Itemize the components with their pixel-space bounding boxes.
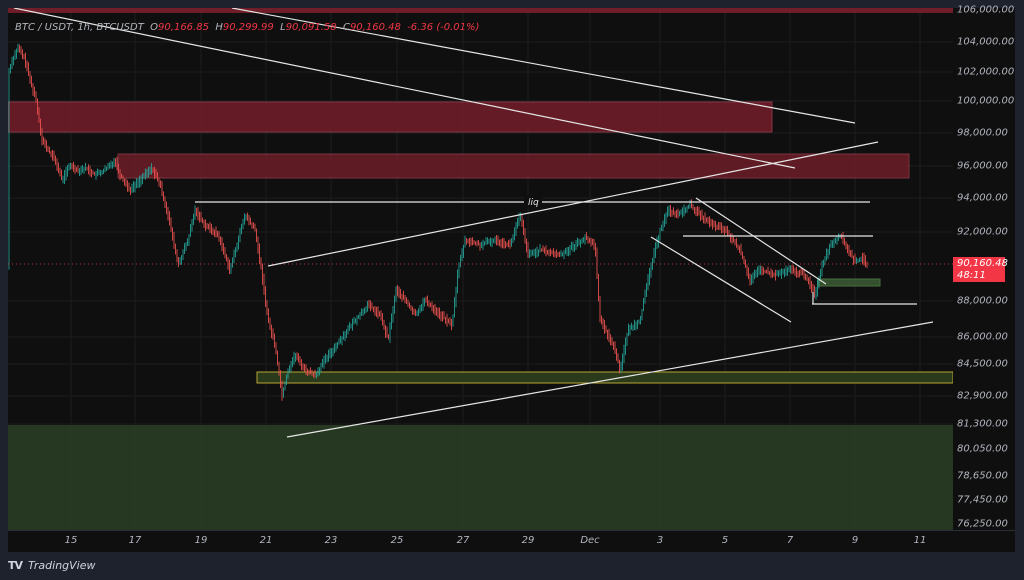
supply-zone <box>117 153 910 179</box>
price-tick: 77,450.00 <box>957 494 1008 506</box>
trend-line <box>650 236 792 323</box>
trend-line <box>695 197 827 285</box>
support-zone <box>256 371 953 384</box>
price-tick: 104,000.00 <box>957 36 1015 48</box>
price-tick: 106,000.00 <box>957 4 1015 16</box>
brand-name: TradingView <box>28 559 96 572</box>
trend-line <box>286 321 934 438</box>
liq-label-bg <box>524 195 542 207</box>
time-tick: 21 <box>259 535 273 546</box>
time-tick: 7 <box>786 535 794 546</box>
price-tick: 92,000.00 <box>957 226 1008 238</box>
chart-panel: liq BTC / USDT, 1h, BTCUSDT O90,166.85 H… <box>8 4 1015 552</box>
symbol-name[interactable]: BTC / USDT, 1h, BTCUSDT <box>15 22 144 33</box>
price-tick: 80,050.00 <box>957 443 1008 455</box>
time-tick: 23 <box>324 535 338 546</box>
price-tick: 100,000.00 <box>957 95 1015 107</box>
close-value: 90,160.48 <box>349 22 401 33</box>
price-tick: 102,000.00 <box>957 66 1015 78</box>
price-tick: 98,000.00 <box>957 127 1008 139</box>
symbol-legend: BTC / USDT, 1h, BTCUSDT O90,166.85 H90,2… <box>15 22 480 33</box>
time-axis[interactable]: 15 17 19 21 23 25 27 29 Dec 3 5 7 9 11 <box>8 530 1015 552</box>
high-value: 90,299.99 <box>222 22 274 33</box>
time-tick: 5 <box>721 535 729 546</box>
time-tick: 17 <box>128 535 142 546</box>
price-tick: 96,000.00 <box>957 160 1008 172</box>
change-value: -6.36 (-0.01%) <box>407 22 480 33</box>
time-tick: 3 <box>656 535 664 546</box>
demand-zone-small <box>817 278 881 287</box>
time-tick: 15 <box>64 535 78 546</box>
last-price-value: 90,160.48 <box>957 258 1008 269</box>
price-tick: 81,300.00 <box>957 418 1008 430</box>
tradingview-logo-icon: TV <box>8 559 23 572</box>
top-supply-zone <box>8 8 953 13</box>
tradingview-brand[interactable]: TV TradingView <box>8 559 96 572</box>
trend-line <box>231 8 856 124</box>
price-tick: 84,500.00 <box>957 358 1008 370</box>
candlestick-chart[interactable]: liq <box>8 8 953 530</box>
price-tick: 78,650.00 <box>957 470 1008 482</box>
time-tick: 11 <box>913 535 927 546</box>
time-tick: 25 <box>390 535 404 546</box>
supply-zone <box>8 101 773 133</box>
time-tick: 19 <box>194 535 208 546</box>
time-tick: 27 <box>456 535 470 546</box>
time-tick: Dec <box>580 535 600 546</box>
trend-line <box>267 141 879 267</box>
liq-label: liq <box>528 198 539 208</box>
low-value: 90,091.58 <box>285 22 337 33</box>
price-tick: 82,900.00 <box>957 390 1008 402</box>
bar-countdown: 48:11 <box>957 270 986 281</box>
price-tick: 88,000.00 <box>957 295 1008 307</box>
time-tick: 29 <box>521 535 535 546</box>
price-tick: 76,250.00 <box>957 518 1008 530</box>
trend-line <box>13 8 796 169</box>
price-tick: 86,000.00 <box>957 331 1008 343</box>
demand-zone <box>8 425 953 530</box>
price-tick: 94,000.00 <box>957 192 1008 204</box>
chart-plot-area[interactable]: liq BTC / USDT, 1h, BTCUSDT O90,166.85 H… <box>8 8 953 530</box>
last-price-badge: 90,160.48 48:11 <box>953 257 1008 282</box>
open-value: 90,166.85 <box>158 22 209 33</box>
time-tick: 9 <box>851 535 859 546</box>
